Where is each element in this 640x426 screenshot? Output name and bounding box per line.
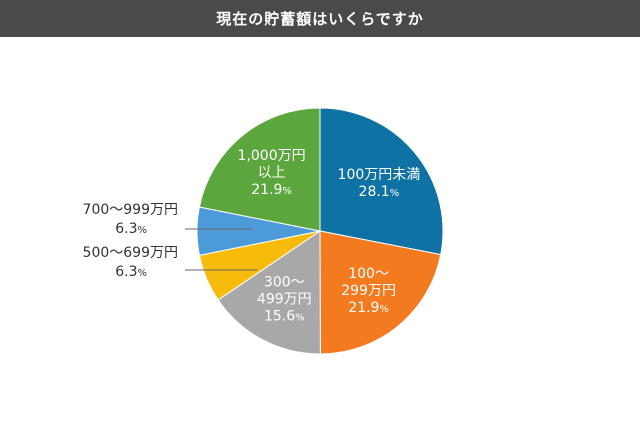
slice-label-3: 500～699万円 6.3%: [83, 245, 178, 280]
pie-labels: 100万円未満 28.1%100～ 299万円 21.9%300～ 499万円 15.6%…: [83, 148, 421, 324]
slice-label-5: 1,000万円以上 21.9%: [238, 148, 306, 198]
slice-value: 15.6%: [264, 308, 305, 324]
pie-slice-0: [319, 107, 444, 256]
percent-sign: %: [137, 268, 147, 279]
slice-value: 6.3%: [115, 221, 147, 237]
slice-label-2: 300～ 499万円 15.6%: [257, 274, 312, 324]
slice-value: 28.1%: [359, 184, 400, 200]
percent-sign: %: [390, 188, 400, 199]
slice-label-line: 500～699万円: [83, 245, 178, 261]
chart-title: 現在の貯蓄額はいくらですか: [216, 10, 424, 28]
percent-sign: %: [295, 312, 305, 323]
pie-slice-1: [319, 230, 442, 355]
slice-label-line: 100～: [348, 266, 389, 282]
pie-slice-2: [217, 230, 321, 355]
pie-slices: [196, 107, 444, 355]
slice-value: 21.9%: [251, 182, 292, 198]
slice-label-line: 以上: [258, 165, 286, 181]
slice-value: 6.3%: [115, 264, 147, 280]
slice-label-0: 100万円未満 28.1%: [338, 167, 421, 200]
slice-label-4: 700～999万円 6.3%: [83, 202, 178, 237]
slice-label-line: 299万円: [341, 283, 396, 299]
slice-label-line: 1,000万円: [238, 148, 306, 164]
slice-label-line: 300～: [264, 274, 305, 290]
slice-label-line: 700～999万円: [83, 202, 178, 218]
percent-sign: %: [379, 304, 389, 315]
slice-label-1: 100～ 299万円 21.9%: [341, 266, 396, 316]
percent-sign: %: [137, 225, 147, 236]
slice-label-line: 100万円未満: [338, 167, 421, 183]
percent-sign: %: [282, 186, 292, 197]
slice-label-line: 499万円: [257, 291, 312, 307]
slice-value: 21.9%: [348, 300, 389, 316]
pie-slice-5: [198, 107, 321, 232]
title-bar: 現在の貯蓄額はいくらですか: [0, 0, 640, 37]
